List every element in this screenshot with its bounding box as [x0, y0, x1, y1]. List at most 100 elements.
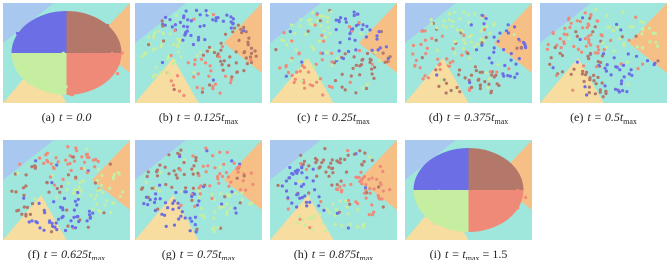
- particle: [108, 186, 112, 190]
- particle: [629, 68, 633, 72]
- particle: [168, 32, 172, 36]
- particle: [237, 164, 241, 168]
- particle: [309, 18, 313, 22]
- particle: [429, 22, 434, 26]
- particle: [194, 230, 198, 234]
- particle: [170, 185, 174, 189]
- caption-label: (e): [570, 110, 583, 124]
- particle: [195, 54, 199, 58]
- caption: (c) t = 0.25tmax: [297, 110, 370, 126]
- particle: [300, 171, 304, 175]
- particle: [575, 60, 579, 64]
- particle: [513, 75, 517, 79]
- particle: [362, 191, 366, 195]
- particle: [340, 188, 344, 192]
- particle: [467, 35, 471, 39]
- particle: [625, 60, 630, 64]
- particle: [294, 182, 298, 186]
- particle: [75, 203, 79, 207]
- particle: [155, 168, 159, 172]
- particle: [470, 85, 474, 89]
- particle: [295, 205, 299, 209]
- particle: [181, 38, 185, 42]
- particle: [155, 174, 160, 178]
- particle: [288, 29, 292, 34]
- particle: [372, 187, 376, 191]
- particle: [344, 170, 349, 174]
- particle: [96, 159, 100, 164]
- particle: [331, 202, 335, 206]
- particle: [211, 13, 216, 17]
- particle: [357, 49, 361, 53]
- particle: [312, 65, 316, 69]
- particle: [337, 49, 341, 53]
- particle: [358, 64, 362, 68]
- particle: [609, 38, 613, 43]
- particle: [609, 73, 613, 77]
- particle: [153, 197, 158, 201]
- particle: [582, 64, 586, 68]
- particle: [615, 26, 619, 30]
- particle: [88, 213, 92, 217]
- particle: [589, 14, 593, 18]
- particle: [418, 66, 422, 70]
- particle: [158, 183, 162, 187]
- panel-image: [3, 3, 130, 103]
- particle: [618, 37, 622, 41]
- particle: [315, 13, 319, 17]
- particle: [338, 199, 343, 203]
- particle: [361, 86, 365, 90]
- particle: [648, 40, 652, 44]
- particle: [458, 90, 462, 94]
- particle: [284, 189, 289, 193]
- particle: [331, 171, 335, 175]
- particle: [212, 216, 216, 220]
- particle: [70, 224, 74, 229]
- caption-subscript: max: [494, 117, 508, 126]
- particle: [308, 226, 312, 230]
- particle: [140, 54, 144, 59]
- particle: [364, 86, 369, 91]
- particle: [451, 59, 455, 64]
- particle: [249, 58, 253, 62]
- particle: [378, 46, 382, 50]
- particle: [455, 28, 459, 32]
- particle: [584, 44, 588, 48]
- caption-subscript: max: [91, 254, 105, 260]
- particle: [14, 190, 18, 194]
- particle: [253, 49, 257, 53]
- particle: [464, 221, 468, 225]
- particle: [604, 91, 608, 96]
- particle: [628, 24, 632, 28]
- caption-subscript: max: [224, 117, 238, 126]
- particle: [65, 188, 69, 192]
- particle: [470, 33, 474, 37]
- particle: [153, 208, 157, 213]
- background-region: [135, 58, 199, 103]
- particle: [179, 148, 183, 152]
- particle: [250, 201, 254, 205]
- particle: [605, 45, 609, 49]
- particle: [341, 56, 345, 61]
- particle: [622, 44, 626, 48]
- particle: [354, 91, 358, 95]
- particle: [176, 37, 180, 42]
- particle: [368, 28, 372, 32]
- particle: [214, 19, 218, 23]
- particle: [571, 88, 575, 92]
- particle: [210, 48, 214, 52]
- particle: [225, 150, 229, 154]
- particle: [157, 189, 162, 193]
- particle: [497, 83, 501, 88]
- particle: [426, 76, 430, 80]
- particle: [161, 31, 165, 35]
- particle: [496, 63, 500, 67]
- particle: [346, 226, 350, 230]
- particle: [379, 30, 383, 34]
- particle: [217, 206, 222, 210]
- particle: [380, 197, 384, 201]
- particle: [299, 179, 303, 183]
- particle: [55, 163, 59, 167]
- particle: [365, 191, 369, 195]
- particle: [146, 170, 150, 174]
